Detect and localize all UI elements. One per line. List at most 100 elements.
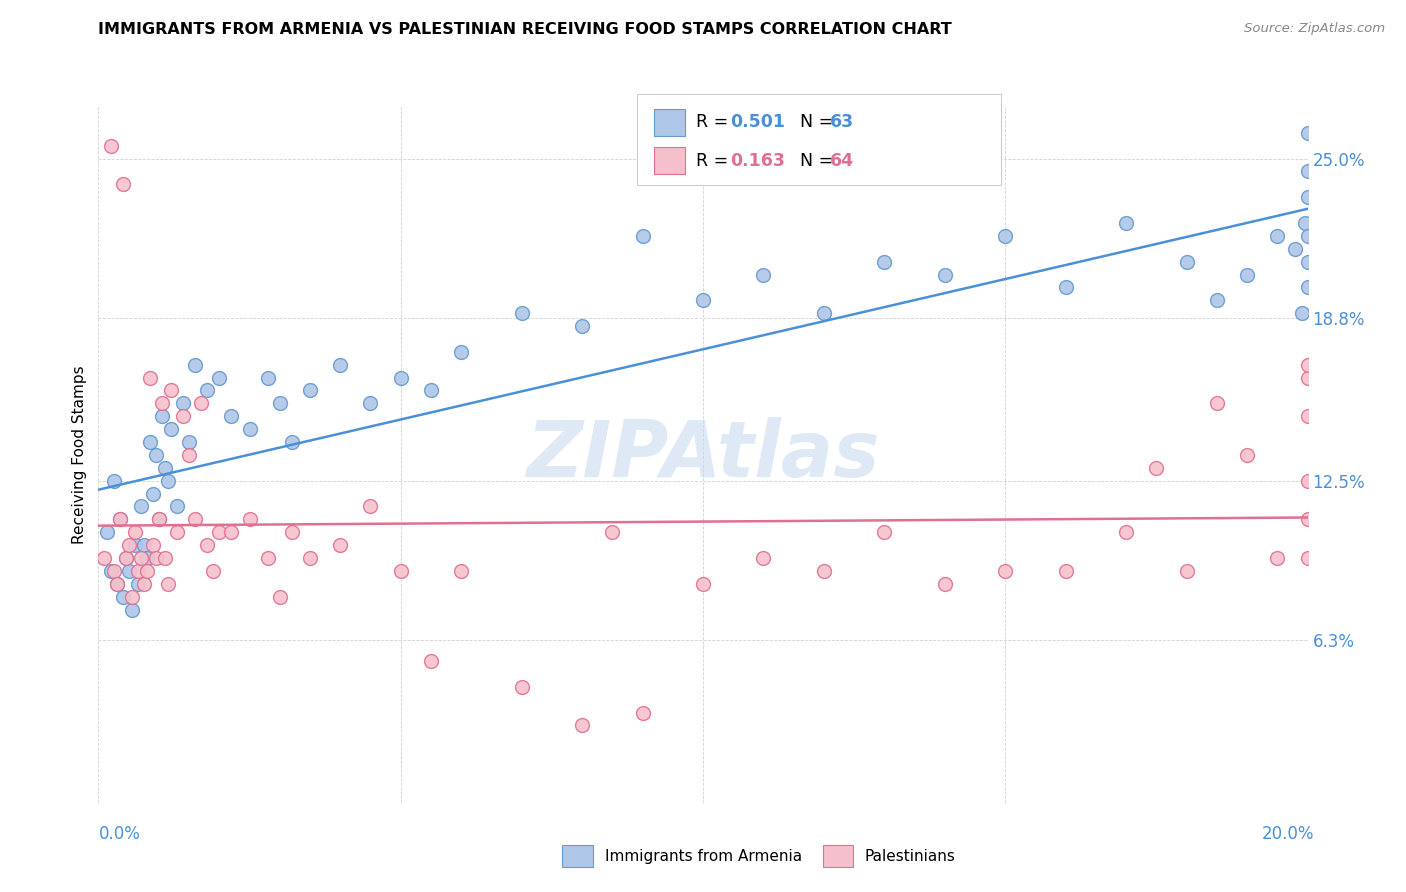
Point	[118, 564, 141, 578]
Text: IMMIGRANTS FROM ARMENIA VS PALESTINIAN RECEIVING FOOD STAMPS CORRELATION CHART: IMMIGRANTS FROM ARMENIA VS PALESTINIAN R…	[98, 22, 952, 37]
Point	[208, 525, 231, 540]
Point	[160, 422, 183, 436]
Point	[752, 268, 775, 282]
Point	[103, 474, 125, 488]
Point	[135, 551, 157, 566]
Text: ZIPAtlas: ZIPAtlas	[526, 417, 880, 493]
Point	[269, 396, 291, 410]
Point	[994, 564, 1017, 578]
Point	[105, 576, 128, 591]
Point	[1284, 242, 1306, 256]
Point	[256, 551, 278, 566]
Point	[281, 525, 304, 540]
Point	[873, 525, 896, 540]
Text: 0.501: 0.501	[730, 113, 785, 131]
Text: 64: 64	[830, 152, 853, 169]
Point	[389, 370, 412, 384]
Point	[172, 409, 194, 424]
Point	[450, 344, 472, 359]
Text: 0.0%: 0.0%	[98, 825, 141, 843]
Text: Palestinians: Palestinians	[865, 849, 956, 863]
Point	[329, 358, 352, 372]
Point	[934, 576, 956, 591]
Point	[1115, 525, 1137, 540]
Point	[1296, 164, 1319, 178]
Point	[124, 538, 146, 552]
Point	[1115, 216, 1137, 230]
Point	[631, 228, 654, 243]
Point	[256, 370, 278, 384]
Point	[148, 512, 170, 526]
Point	[1296, 370, 1319, 384]
Point	[1054, 280, 1077, 294]
Point	[108, 512, 131, 526]
Point	[1206, 396, 1229, 410]
Point	[127, 576, 149, 591]
Point	[994, 228, 1017, 243]
Point	[1236, 268, 1258, 282]
Point	[132, 538, 155, 552]
Point	[1296, 228, 1319, 243]
Point	[105, 576, 128, 591]
Point	[145, 448, 167, 462]
Point	[692, 576, 714, 591]
Point	[299, 551, 322, 566]
Point	[873, 254, 896, 268]
Point	[208, 370, 231, 384]
Point	[129, 500, 152, 514]
Point	[179, 448, 201, 462]
Point	[631, 706, 654, 720]
Text: 0.163: 0.163	[730, 152, 785, 169]
Point	[153, 460, 176, 475]
Point	[389, 564, 412, 578]
Point	[103, 564, 125, 578]
Point	[127, 564, 149, 578]
Point	[153, 551, 176, 566]
Point	[813, 564, 835, 578]
Point	[166, 525, 188, 540]
Point	[139, 370, 162, 384]
Point	[299, 384, 322, 398]
Point	[450, 564, 472, 578]
Point	[150, 396, 173, 410]
Point	[510, 680, 533, 694]
Point	[202, 564, 225, 578]
Point	[118, 538, 141, 552]
Point	[1175, 254, 1198, 268]
Point	[1054, 564, 1077, 578]
Point	[96, 525, 118, 540]
Point	[1296, 358, 1319, 372]
Text: R =: R =	[696, 152, 734, 169]
Point	[114, 551, 136, 566]
Point	[602, 525, 624, 540]
Text: N =: N =	[800, 152, 839, 169]
Point	[360, 396, 382, 410]
Y-axis label: Receiving Food Stamps: Receiving Food Stamps	[72, 366, 87, 544]
Text: 20.0%: 20.0%	[1263, 825, 1315, 843]
Point	[145, 551, 167, 566]
Point	[195, 384, 218, 398]
Text: R =: R =	[696, 113, 734, 131]
Point	[281, 435, 304, 450]
Point	[239, 512, 262, 526]
Point	[148, 512, 170, 526]
Point	[124, 525, 146, 540]
Point	[510, 306, 533, 320]
Point	[135, 564, 157, 578]
Point	[195, 538, 218, 552]
Point	[1294, 216, 1316, 230]
Point	[934, 268, 956, 282]
Point	[221, 409, 243, 424]
Point	[1146, 460, 1168, 475]
Point	[1267, 228, 1289, 243]
Point	[329, 538, 352, 552]
Point	[172, 396, 194, 410]
Point	[166, 500, 188, 514]
Text: 63: 63	[830, 113, 853, 131]
Point	[1296, 474, 1319, 488]
Point	[1296, 512, 1319, 526]
Point	[1296, 551, 1319, 566]
Point	[184, 358, 207, 372]
Point	[1291, 306, 1313, 320]
Point	[221, 525, 243, 540]
